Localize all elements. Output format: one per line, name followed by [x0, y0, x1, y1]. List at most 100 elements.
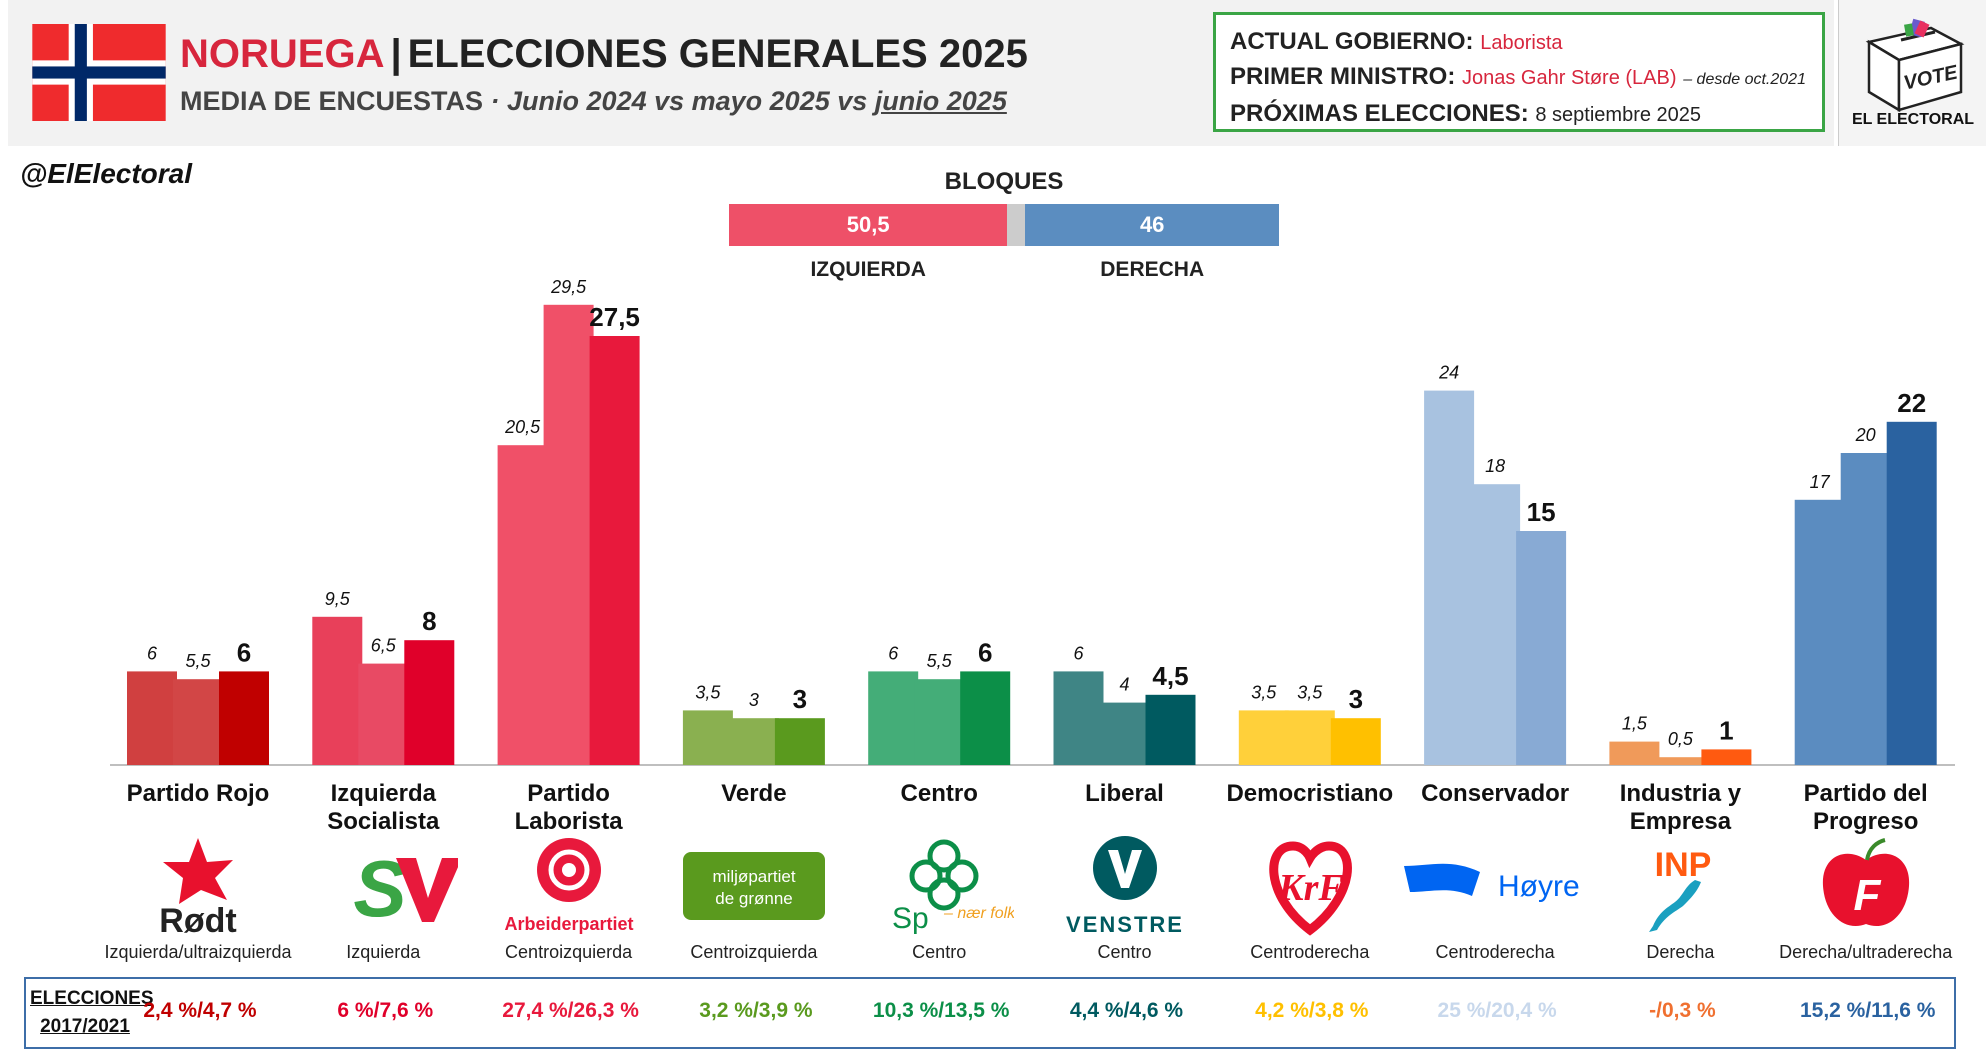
subtitle-dates: · Junio 2024 vs mayo 2025 vs — [490, 86, 868, 116]
bloc-bar-left: 50,5 — [729, 204, 1008, 246]
party-name-line: Empresa — [1629, 808, 1732, 835]
svg-text:INP: INP — [1655, 846, 1712, 884]
bar-label-9-series-0: 17 — [1810, 472, 1831, 492]
party-ideology-4: Centro — [912, 942, 967, 962]
bar-4-series-1 — [914, 679, 965, 765]
government-info-box: ACTUAL GOBIERNO: Laborista PRIMER MINIST… — [1213, 12, 1825, 132]
bar-label-2-series-1: 29,5 — [550, 277, 587, 297]
party-result-1: 6 %/7,6 % — [337, 999, 434, 1022]
elections-label-line2: 2017/2021 — [40, 1016, 130, 1037]
rodt-star-logo-icon: Rødt — [123, 836, 273, 940]
party-result-0: 2,4 %/4,7 % — [143, 999, 257, 1022]
elections-label: ELECCIONES 2017/2021 — [30, 985, 154, 1041]
party-name-line: Laborista — [514, 808, 623, 835]
party-result-6: 4,2 %/3,8 % — [1255, 999, 1369, 1022]
svg-text:Arbeiderpartiet: Arbeiderpartiet — [504, 914, 633, 934]
bar-label-8-series-1: 0,5 — [1668, 729, 1694, 749]
pm-label: PRIMER MINISTRO: — [1230, 63, 1456, 90]
bar-7-series-0 — [1424, 390, 1475, 765]
frp-apple-logo-icon: F — [1791, 836, 1941, 936]
party-result-5: 4,4 %/4,6 % — [1069, 999, 1184, 1022]
page-subtitle: MEDIA DE ENCUESTAS · Junio 2024 vs mayo … — [180, 86, 1007, 117]
svg-text:Sp: Sp — [892, 902, 929, 935]
party-name-line: Partido Rojo — [126, 780, 270, 807]
bar-4-series-2 — [960, 671, 1011, 765]
party-result-7: 25 %/20,4 % — [1437, 999, 1557, 1022]
bar-6-series-1 — [1284, 710, 1335, 765]
bar-9-series-2 — [1886, 421, 1937, 765]
bar-label-7-series-1: 18 — [1485, 456, 1505, 476]
party-name-line: Partido del — [1803, 780, 1928, 807]
bar-2-series-2 — [589, 336, 640, 765]
party-name-line: Izquierda — [330, 780, 436, 807]
gov-label: ACTUAL GOBIERNO: — [1230, 28, 1474, 55]
bar-label-3-series-0: 3,5 — [695, 682, 721, 702]
title-country: NORUEGA — [180, 32, 385, 76]
party-name-6: Democristiano — [1225, 780, 1395, 808]
bar-5-series-2 — [1145, 694, 1196, 765]
party-result-4: 10,3 %/13,5 % — [872, 999, 1010, 1022]
bar-5-series-0 — [1053, 671, 1104, 765]
pm-since: – desde oct.2021 — [1683, 71, 1806, 88]
info-government: ACTUAL GOBIERNO: Laborista — [1230, 25, 1808, 60]
bar-label-4-series-2: 6 — [978, 637, 992, 667]
party-ideology-3: Centroizquierda — [690, 942, 818, 962]
party-name-0: Partido Rojo — [113, 780, 283, 808]
el-electoral-logo: VOTE EL ELECTORAL — [1838, 0, 1986, 146]
bar-7-series-2 — [1516, 531, 1567, 765]
bar-label-5-series-0: 6 — [1073, 643, 1084, 663]
bar-1-series-1 — [358, 663, 409, 765]
svg-text:Rødt: Rødt — [159, 902, 236, 936]
bar-label-0-series-2: 6 — [237, 637, 251, 667]
party-ideology-7: Centroderecha — [1435, 942, 1555, 962]
party-ideology-9: Derecha/ultraderecha — [1779, 942, 1953, 962]
bar-8-series-2 — [1701, 749, 1752, 765]
venstre-logo-icon: VENSTRE — [1050, 836, 1200, 937]
bloc-label-right: DERECHA — [1100, 258, 1205, 281]
title-separator: | — [390, 32, 402, 76]
bar-5-series-1 — [1099, 702, 1150, 765]
info-prime-minister: PRIMER MINISTRO: Jonas Gahr Støre (LAB) … — [1230, 60, 1808, 97]
bar-label-6-series-1: 3,5 — [1297, 682, 1323, 702]
inp-logo-icon: INP — [1605, 836, 1755, 936]
party-name-line: Conservador — [1421, 780, 1570, 807]
bar-label-8-series-2: 1 — [1719, 715, 1733, 745]
bar-9-series-0 — [1794, 499, 1845, 765]
bloc-label-left: IZQUIERDA — [810, 258, 926, 281]
clover-logo-icon: Sp – nær folk — [864, 836, 1016, 936]
bar-label-1-series-1: 6,5 — [371, 636, 397, 656]
bar-label-7-series-2: 15 — [1527, 497, 1556, 527]
bar-8-series-1 — [1655, 757, 1706, 765]
svg-text:Høyre: Høyre — [1498, 870, 1580, 903]
bar-1-series-0 — [312, 616, 363, 765]
party-name-7: Conservador — [1410, 780, 1580, 808]
party-name-line: Socialista — [327, 808, 440, 835]
bar-1-series-2 — [404, 640, 455, 765]
blocs-title: BLOQUES — [944, 168, 1064, 195]
gov-value: Laborista — [1480, 32, 1563, 54]
bar-label-2-series-0: 20,5 — [504, 417, 541, 437]
bar-label-5-series-2: 4,5 — [1152, 661, 1188, 691]
bar-7-series-1 — [1470, 484, 1521, 765]
party-ideology-2: Centroizquierda — [505, 942, 633, 962]
party-name-line: Democristiano — [1226, 780, 1394, 807]
party-name-line: Centro — [900, 780, 978, 807]
bar-label-0-series-0: 6 — [147, 643, 158, 663]
title-text: ELECCIONES GENERALES 2025 — [407, 32, 1028, 76]
page-title: NORUEGA | ELECCIONES GENERALES 2025 — [180, 32, 1028, 77]
party-name-3: Verde — [669, 780, 839, 808]
party-ideology-5: Centro — [1097, 942, 1152, 962]
svg-text:S: S — [354, 844, 407, 933]
svg-text:KrF: KrF — [1277, 867, 1343, 909]
party-ideology-0: Izquierda/ultraizquierda — [104, 942, 292, 962]
bar-label-6-series-0: 3,5 — [1251, 682, 1277, 702]
party-name-9: Partido del Progreso — [1781, 780, 1951, 836]
party-name-line: Verde — [721, 780, 787, 807]
next-value: 8 septiembre 2025 — [1535, 104, 1702, 126]
party-result-2: 27,4 %/26,3 % — [502, 999, 639, 1022]
elections-label-line1: ELECCIONES — [30, 988, 154, 1009]
bar-label-4-series-0: 6 — [888, 643, 899, 663]
bar-label-1-series-0: 9,5 — [325, 589, 351, 609]
bar-2-series-0 — [497, 445, 548, 765]
bar-8-series-0 — [1609, 741, 1660, 765]
